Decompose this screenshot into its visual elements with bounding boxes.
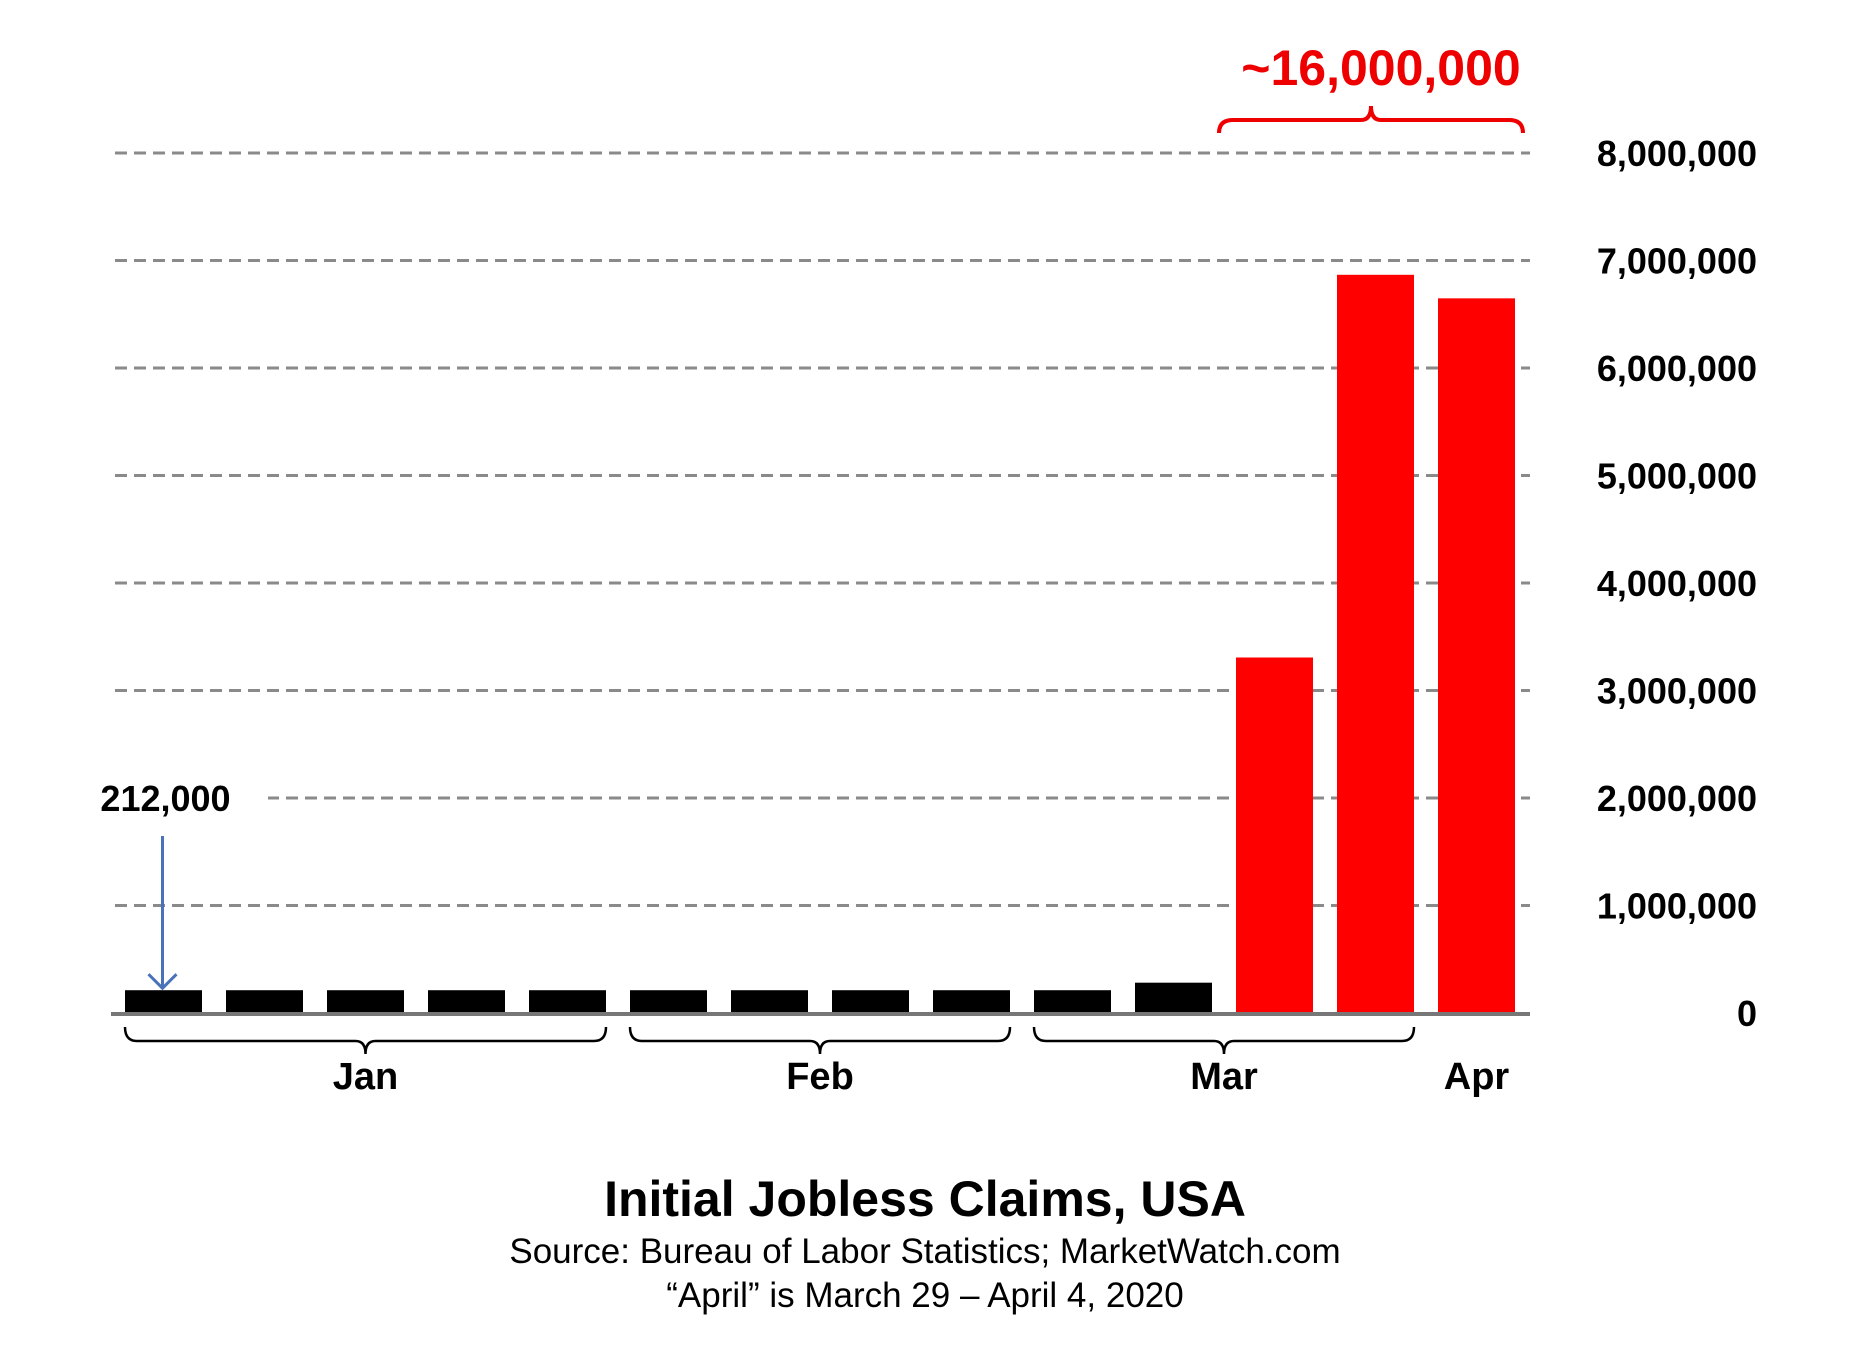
total-claims-label: ~16,000,000 [1241, 40, 1520, 96]
chart-note: “April” is March 29 – April 4, 2020 [666, 1276, 1184, 1315]
month-label: Feb [786, 1056, 854, 1098]
y-tick-label: 4,000,000 [1597, 563, 1757, 604]
total-annotation: ~16,000,000 [1217, 40, 1525, 134]
y-tick-label: 3,000,000 [1597, 671, 1757, 712]
y-tick-label: 7,000,000 [1597, 241, 1757, 282]
first-bar-value-label: 212,000 [100, 778, 230, 819]
y-tick-label: 2,000,000 [1597, 778, 1757, 819]
bar [933, 990, 1010, 1013]
month-brace [123, 1026, 608, 1055]
y-axis-tick-labels: 0 1,000,000 2,000,000 3,000,000 4,000,000 5,0… [1597, 133, 1757, 1034]
y-tick-label: 6,000,000 [1597, 348, 1757, 389]
bar [1236, 657, 1313, 1013]
first-bar-callout: 212,000 [86, 776, 268, 991]
bar [428, 990, 505, 1013]
chart-title: Initial Jobless Claims, USA [604, 1171, 1246, 1227]
bar [125, 990, 202, 1013]
month-label: Apr [1444, 1056, 1510, 1098]
bar [1337, 274, 1414, 1013]
y-tick-label: 0 [1737, 993, 1757, 1034]
month-brace [628, 1026, 1012, 1055]
bar [529, 990, 606, 1013]
total-brace [1217, 105, 1525, 134]
gridlines [115, 151, 1530, 907]
bar [1438, 298, 1515, 1014]
y-tick-label: 5,000,000 [1597, 456, 1757, 497]
bar [832, 990, 909, 1013]
y-tick-label: 1,000,000 [1597, 886, 1757, 927]
bar [1135, 982, 1212, 1013]
y-tick-label: 8,000,000 [1597, 133, 1757, 174]
month-brace [1032, 1026, 1416, 1055]
month-label: Jan [333, 1056, 398, 1098]
month-label: Mar [1190, 1056, 1258, 1098]
bar [630, 990, 707, 1013]
month-groups: Jan Feb Mar Apr [123, 1026, 1510, 1098]
bar [1034, 990, 1111, 1013]
down-arrow-icon [147, 836, 178, 991]
bars [125, 274, 1515, 1014]
chart-source: Source: Bureau of Labor Statistics; Mark… [509, 1232, 1341, 1271]
bar [731, 990, 808, 1013]
bar [327, 990, 404, 1013]
bar [226, 990, 303, 1013]
callout-label-background [86, 776, 268, 820]
